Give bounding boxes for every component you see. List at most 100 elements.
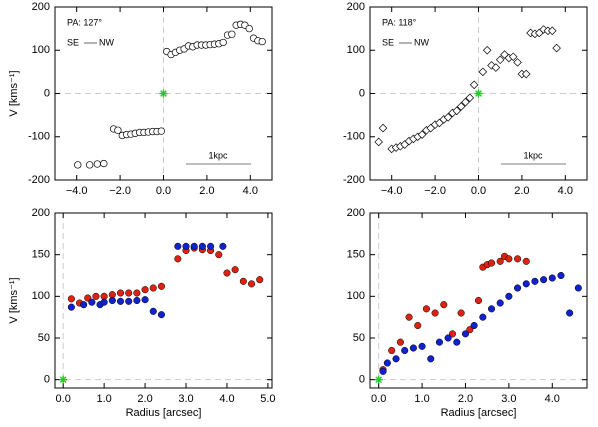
point (219, 242, 227, 250)
point (405, 313, 413, 321)
point (444, 334, 452, 342)
point (422, 305, 430, 313)
point (93, 160, 101, 168)
point (86, 161, 94, 169)
point (245, 24, 253, 33)
x-tick-label: 5.0 (260, 393, 275, 405)
point (514, 284, 522, 292)
x-tick-label: 4.0 (219, 393, 234, 405)
point (479, 313, 487, 321)
plot-frame (54, 212, 273, 389)
point (258, 37, 266, 46)
point (215, 251, 223, 259)
point (508, 52, 518, 62)
point (514, 255, 522, 263)
point (88, 298, 96, 306)
point (100, 298, 108, 306)
point (496, 257, 504, 265)
point (417, 130, 427, 139)
y-tick-label: 0 (44, 374, 50, 386)
y-tick-label: 150 (347, 249, 365, 261)
point (182, 242, 190, 250)
point (552, 43, 561, 53)
point (531, 277, 539, 285)
point (174, 255, 182, 263)
point (461, 330, 470, 338)
point (548, 274, 556, 282)
point (231, 266, 239, 274)
scale-label: 1kpc (523, 150, 543, 160)
point (100, 159, 108, 168)
plot-frame (369, 6, 588, 181)
point (149, 284, 157, 292)
y-tick-label: 0 (359, 87, 365, 99)
y-axis-label: V [kms⁻¹] (8, 70, 20, 116)
point (522, 280, 530, 288)
x-tick-label: 0.0 (56, 393, 71, 405)
point (92, 292, 100, 300)
point (435, 338, 443, 346)
y-tick-label: 200 (32, 1, 50, 13)
plot-frame (54, 6, 273, 181)
x-tick-label: 3.0 (178, 393, 193, 405)
point (505, 255, 513, 263)
point (414, 321, 422, 330)
x-tick-label: −4.0 (381, 185, 403, 197)
point (457, 309, 465, 317)
point (67, 303, 75, 311)
point (521, 69, 531, 79)
point (491, 63, 501, 72)
point (513, 58, 522, 67)
y-tick-label: 200 (347, 1, 365, 13)
point (133, 296, 141, 305)
y-tick-label: -200 (28, 174, 50, 186)
point (443, 112, 453, 122)
center-marker (474, 89, 483, 98)
y-tick-label: -100 (343, 131, 365, 143)
x-tick-label: 1.0 (96, 393, 111, 405)
x-tick-label: 0.0 (371, 393, 386, 405)
point (487, 259, 496, 267)
point (207, 242, 215, 250)
x-tick-label: 1.0 (414, 393, 429, 405)
point (448, 330, 457, 338)
x-tick-label: 0.0 (156, 185, 171, 197)
point (401, 346, 409, 355)
center-marker (374, 375, 383, 384)
point (379, 367, 387, 375)
point (116, 297, 125, 305)
point (431, 309, 439, 317)
point (157, 127, 165, 135)
point (108, 296, 116, 305)
center-marker (159, 89, 168, 98)
point (574, 284, 582, 292)
point (461, 97, 470, 107)
point (74, 161, 82, 169)
point (478, 67, 488, 77)
point (427, 355, 435, 363)
point (540, 276, 548, 284)
point (496, 299, 504, 307)
point (557, 271, 565, 280)
point (141, 296, 149, 304)
point (67, 295, 75, 303)
point (453, 338, 461, 346)
point (566, 309, 574, 317)
point (219, 38, 227, 47)
point (239, 277, 247, 285)
point (141, 286, 149, 294)
point (256, 276, 264, 284)
direction-label: NW (414, 37, 429, 47)
y-tick-label: 100 (32, 44, 50, 56)
point (418, 342, 426, 350)
point (440, 301, 448, 309)
y-tick-label: 200 (347, 207, 365, 219)
y-tick-label: 150 (32, 249, 50, 261)
point (378, 123, 388, 133)
y-tick-label: -200 (343, 174, 365, 186)
y-axis-label: V [kms⁻¹] (8, 277, 20, 323)
y-tick-label: 100 (32, 290, 50, 302)
y-tick-label: -100 (28, 131, 50, 143)
point (409, 344, 417, 352)
x-axis-label: Radius [arcsec] (126, 407, 202, 419)
